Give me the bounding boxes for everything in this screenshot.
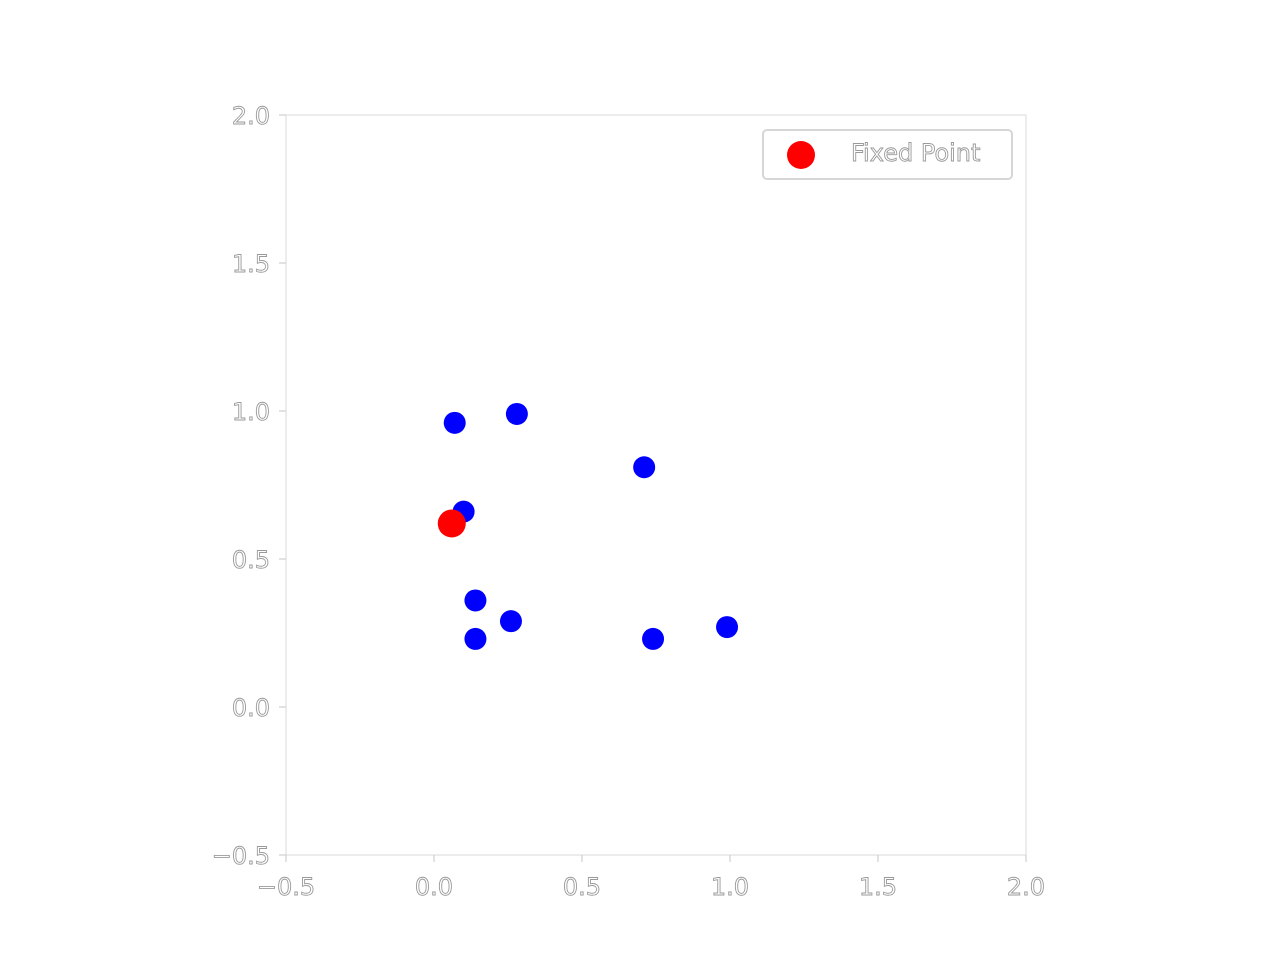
data-point — [464, 589, 487, 612]
x-tick-label: −0.5 — [257, 873, 315, 901]
x-tick-label: 1.5 — [859, 873, 897, 901]
y-tick-label: 1.5 — [232, 250, 270, 278]
x-tick-label: 0.5 — [563, 873, 601, 901]
data-point — [642, 627, 665, 650]
legend-marker-fixed-point — [787, 141, 815, 169]
y-axis: −0.5 0.0 0.5 1.0 1.5 2.0 — [211, 102, 286, 870]
legend-box — [762, 129, 1013, 180]
fixed-point-marker — [437, 509, 466, 538]
y-tick-label: 0.5 — [232, 546, 270, 574]
x-axis: −0.5 0.0 0.5 1.0 1.5 2.0 — [256, 855, 1046, 901]
plot-frame — [285, 114, 1027, 856]
x-tick-label: 1.0 — [711, 873, 749, 901]
legend: Fixed Point — [762, 129, 1013, 180]
data-points — [437, 402, 739, 650]
data-point — [499, 610, 522, 633]
x-tick-label: 0.0 — [415, 873, 453, 901]
y-tick-label: 2.0 — [232, 102, 270, 130]
data-point — [633, 456, 656, 479]
x-tick-label: 2.0 — [1007, 873, 1045, 901]
data-point — [443, 411, 466, 434]
y-tick-label: 0.0 — [232, 694, 270, 722]
data-point — [505, 402, 528, 425]
data-point — [716, 616, 739, 639]
y-tick-label: −0.5 — [212, 842, 270, 870]
legend-label-fixed-point: Fixed Point — [851, 139, 980, 167]
y-tick-label: 1.0 — [232, 398, 270, 426]
data-point — [464, 627, 487, 650]
